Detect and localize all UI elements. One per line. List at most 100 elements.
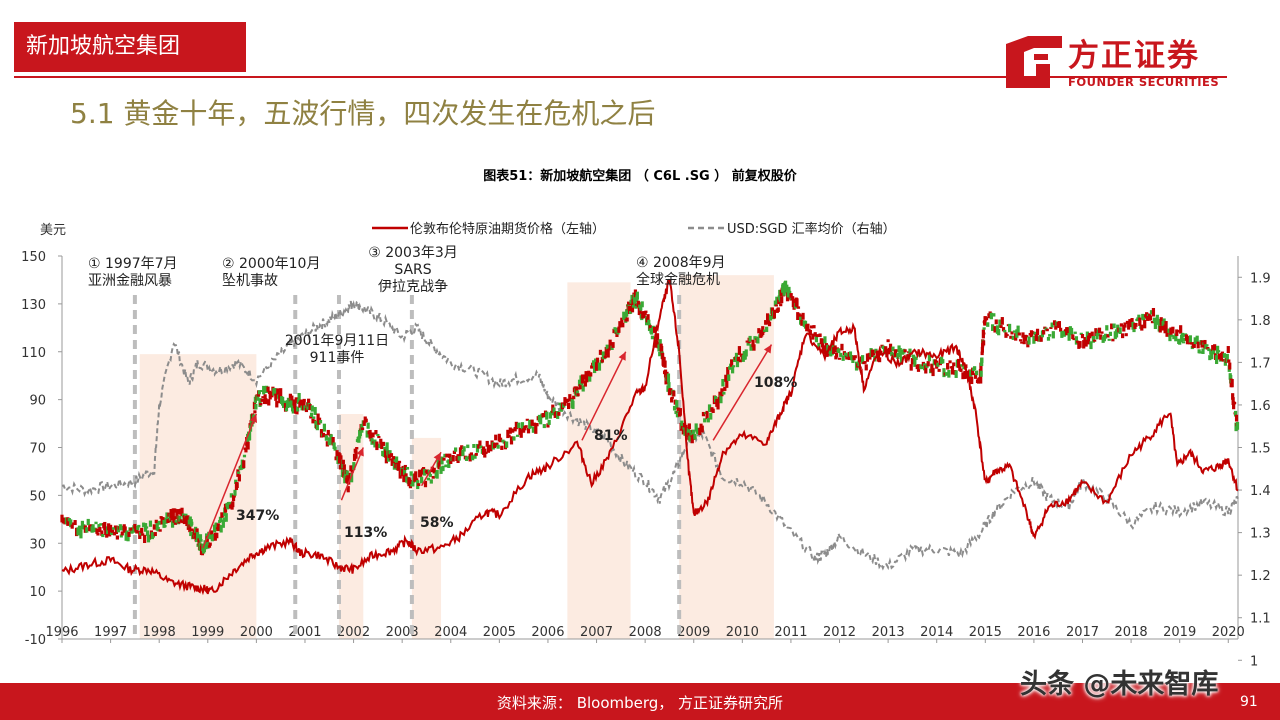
stock-candle xyxy=(694,423,698,432)
stock-candle xyxy=(586,373,590,377)
stock-candle xyxy=(1012,330,1017,333)
stock-candle xyxy=(1069,327,1074,336)
stock-candle xyxy=(1138,317,1142,327)
stock-candle xyxy=(267,399,271,406)
stock-candle xyxy=(153,532,157,537)
stock-candle xyxy=(993,326,997,333)
stock-candle xyxy=(653,326,657,333)
stock-candle xyxy=(724,374,728,382)
stock-candle xyxy=(979,375,983,384)
stock-candle xyxy=(448,453,452,458)
right-tick-label: 1.3 xyxy=(1250,527,1271,542)
stock-candle xyxy=(1067,333,1071,341)
stock-candle xyxy=(766,313,770,321)
stock-candle xyxy=(379,438,383,444)
stock-candle xyxy=(703,418,707,423)
stock-candle xyxy=(744,349,748,357)
stock-candle xyxy=(247,431,252,441)
stock-candle xyxy=(1227,359,1231,363)
stock-candle xyxy=(999,325,1003,329)
stock-candle xyxy=(133,523,137,529)
page-number: 91 xyxy=(1240,694,1258,710)
stock-candle xyxy=(990,324,995,331)
stock-candle xyxy=(170,515,174,521)
stock-candle xyxy=(252,414,256,417)
stock-candle xyxy=(816,334,820,338)
stock-candle xyxy=(293,399,297,409)
stock-candle xyxy=(1118,327,1122,334)
stock-candle xyxy=(1155,314,1159,320)
stock-candle xyxy=(1050,322,1054,328)
stock-candle xyxy=(246,441,250,450)
stock-candle xyxy=(1151,307,1156,317)
stock-candle xyxy=(944,372,949,376)
stock-candle xyxy=(1078,341,1082,348)
stock-candle xyxy=(851,358,855,363)
stock-candle xyxy=(1182,337,1187,341)
legend-fx-label: USD:SGD 汇率均价（右轴） xyxy=(727,221,896,237)
stock-candle xyxy=(98,526,102,533)
stock-candle xyxy=(583,380,587,387)
stock-candle xyxy=(721,378,725,387)
stock-candle xyxy=(791,298,795,308)
section-title: 新加坡航空集团 xyxy=(26,34,181,59)
stock-candle xyxy=(384,455,388,464)
stock-candle xyxy=(545,411,549,420)
stock-candle xyxy=(1207,348,1211,352)
stock-candle xyxy=(198,534,203,541)
rally-arrowhead xyxy=(356,447,364,457)
stock-candle xyxy=(332,442,336,450)
rally-label: 347% xyxy=(236,508,279,524)
stock-candle xyxy=(419,471,423,477)
stock-candle xyxy=(1148,315,1153,321)
stock-candle xyxy=(1154,317,1158,325)
stock-candle xyxy=(909,364,913,371)
rally-label: 58% xyxy=(420,515,454,531)
stock-candle xyxy=(675,413,680,418)
stock-candle xyxy=(754,336,758,339)
stock-candle xyxy=(380,442,384,450)
x-tick-label: 2018 xyxy=(1115,625,1148,640)
stock-candle xyxy=(511,428,515,433)
stock-candle xyxy=(365,430,369,438)
stock-candle xyxy=(1082,340,1086,349)
stock-candle xyxy=(1176,330,1180,333)
stock-candle xyxy=(772,309,777,319)
stock-candle xyxy=(746,342,750,346)
stock-candle xyxy=(1196,341,1200,349)
stock-candle xyxy=(1150,320,1155,324)
stock-candle xyxy=(557,411,561,416)
stock-candle xyxy=(997,329,1001,336)
stock-candle xyxy=(841,355,845,361)
footer-bar xyxy=(0,683,1280,720)
stock-candle xyxy=(941,359,945,364)
stock-candle xyxy=(817,342,821,349)
stock-candle xyxy=(1189,342,1193,345)
stock-candle xyxy=(431,476,435,479)
stock-candle xyxy=(157,520,161,525)
x-tick-label: 2017 xyxy=(1066,625,1099,640)
stock-candle xyxy=(1162,318,1166,325)
stock-candle xyxy=(541,413,545,418)
crisis-annotation: ③ 2003年3月 xyxy=(368,245,458,261)
crisis-annotation: ② 2000年10月 xyxy=(222,256,320,272)
stock-candle xyxy=(1017,332,1021,336)
stock-candle xyxy=(207,545,212,548)
stock-candle xyxy=(1231,393,1235,400)
stock-candle xyxy=(558,402,562,406)
stock-candle xyxy=(706,417,710,423)
stock-candle xyxy=(809,325,814,329)
stock-candle xyxy=(1084,339,1088,347)
stock-candle xyxy=(637,302,641,306)
right-tick-label: 1 xyxy=(1250,654,1258,669)
stock-candle xyxy=(313,406,317,415)
right-tick-label: 1.1 xyxy=(1250,612,1271,627)
stock-candle xyxy=(105,531,109,538)
stock-candle xyxy=(983,321,987,326)
stock-candle xyxy=(707,404,712,413)
stock-candle xyxy=(260,398,264,402)
stock-candle xyxy=(145,530,150,536)
stock-candle xyxy=(796,306,801,309)
stock-candle xyxy=(731,365,736,368)
stock-candle xyxy=(140,527,144,534)
